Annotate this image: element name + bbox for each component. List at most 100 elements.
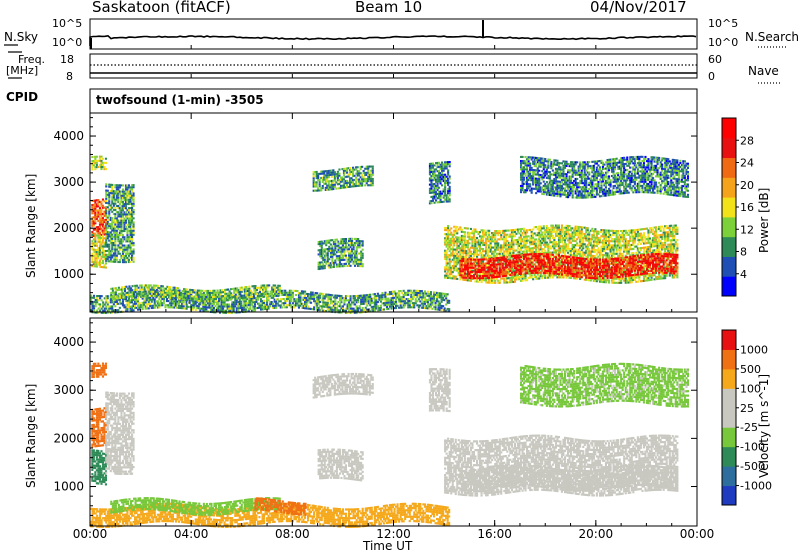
date-title: 04/Nov/2017	[590, 0, 687, 16]
power-echo-cell	[252, 297, 255, 300]
power-echo-cell	[103, 253, 106, 256]
power-echo-cell	[104, 243, 108, 246]
power-echo-cell	[547, 249, 550, 252]
power-echo-cell	[388, 301, 392, 304]
power-echo-cell	[485, 233, 488, 236]
power-echo-cell	[162, 298, 165, 301]
power-echo-cell	[426, 305, 430, 308]
power-echo-cell	[131, 236, 134, 239]
power-echo-cell	[117, 184, 120, 187]
power-echo-cell	[132, 256, 135, 259]
power-echo-cell	[326, 306, 329, 309]
power-echo-cell	[174, 291, 177, 294]
power-echo-cell	[362, 176, 365, 179]
power-echo-cell	[94, 214, 97, 217]
power-echo-cell	[147, 303, 150, 306]
power-echo-cell	[131, 190, 134, 193]
power-echo-cell	[263, 301, 266, 304]
power-echo-cell	[101, 229, 105, 232]
power-echo-cell	[544, 274, 547, 277]
power-echo-cell	[361, 294, 364, 297]
power-echo-cell	[420, 298, 423, 301]
power-echo-cell	[243, 302, 246, 305]
power-echo-cell	[100, 227, 103, 230]
power-echo-cell	[154, 290, 157, 293]
power-echo-cell	[95, 257, 98, 260]
power-echo-cell	[114, 254, 117, 257]
power-echo-cell	[133, 293, 136, 296]
power-echo-cell	[95, 251, 98, 254]
power-echo-cell	[91, 208, 94, 211]
power-echo-cell	[132, 248, 135, 251]
power-echo-cell	[126, 217, 129, 220]
power-echo-cell	[439, 196, 442, 199]
power-echo-cell	[131, 293, 134, 296]
power-echo-cell	[120, 290, 124, 293]
power-echo-cell	[262, 290, 265, 293]
power-echo-cell	[426, 290, 430, 293]
power-echo-cell	[105, 193, 108, 196]
power-echo-cell	[112, 225, 115, 228]
power-echo-cell	[445, 299, 448, 302]
power-echo-cell	[480, 252, 483, 255]
power-echo-cell	[477, 233, 480, 236]
power-echo-cell	[183, 288, 186, 291]
power-echo-cell	[120, 227, 123, 230]
power-echo-cell	[153, 300, 156, 303]
power-echo-cell	[498, 279, 501, 282]
power-echo-cell	[100, 163, 103, 166]
power-echo-cell	[538, 250, 541, 253]
power-echo-cell	[430, 181, 433, 184]
power-echo-cell	[114, 215, 117, 218]
power-echo-cell	[333, 171, 336, 174]
power-echo-cell	[114, 206, 117, 209]
power-echo-cell	[341, 307, 345, 310]
power-echo-cell	[305, 301, 308, 304]
power-echo-cell	[120, 198, 123, 201]
power-echo-cell	[105, 311, 108, 314]
power-echo-cell	[305, 305, 308, 308]
power-echo-cell	[263, 286, 266, 289]
power-echo-cell	[343, 248, 346, 251]
power-echo-cell	[111, 289, 114, 292]
power-echo-cell	[346, 311, 349, 314]
power-echo-cell	[126, 184, 129, 187]
power-echo-cell	[120, 221, 123, 224]
power-echo-cell	[146, 294, 149, 297]
power-echo-cell	[553, 247, 556, 250]
power-echo-cell	[361, 263, 364, 266]
power-echo-cell	[351, 250, 354, 253]
power-echo-cell	[121, 207, 125, 210]
power-echo-cell	[94, 250, 97, 253]
power-echo-cell	[109, 237, 112, 240]
power-echo-cell	[274, 294, 277, 297]
power-echo-cell	[352, 172, 355, 175]
power-echo-cell	[337, 309, 340, 312]
power-echo-cell	[109, 250, 112, 253]
power-echo-cell	[411, 298, 414, 301]
power-echo-cell	[100, 243, 103, 246]
power-echo-cell	[547, 226, 550, 229]
power-echo-cell	[98, 263, 102, 266]
power-echo-cell	[120, 223, 123, 226]
power-echo-cell	[143, 288, 146, 291]
power-echo-cell	[131, 217, 134, 220]
power-echo-cell	[91, 160, 94, 163]
power-echo-cell	[184, 294, 187, 297]
power-echo-cell	[149, 288, 152, 291]
power-echo-cell	[120, 230, 123, 233]
power-echo-cell	[114, 258, 117, 261]
power-echo-cell	[520, 248, 523, 251]
power-echo-cell	[256, 298, 260, 301]
power-echo-cell	[114, 217, 117, 220]
power-echo-cell	[243, 308, 246, 311]
power-echo-cell	[105, 185, 108, 188]
power-echo-cell	[344, 254, 348, 257]
power-echo-cell	[246, 310, 249, 313]
power-echo-cell	[94, 205, 97, 208]
power-echo-cell	[417, 304, 420, 307]
power-echo-cell	[326, 308, 329, 311]
power-echo-cell	[351, 237, 354, 240]
power-echo-cell	[494, 250, 497, 253]
power-echo-cell	[249, 291, 252, 294]
